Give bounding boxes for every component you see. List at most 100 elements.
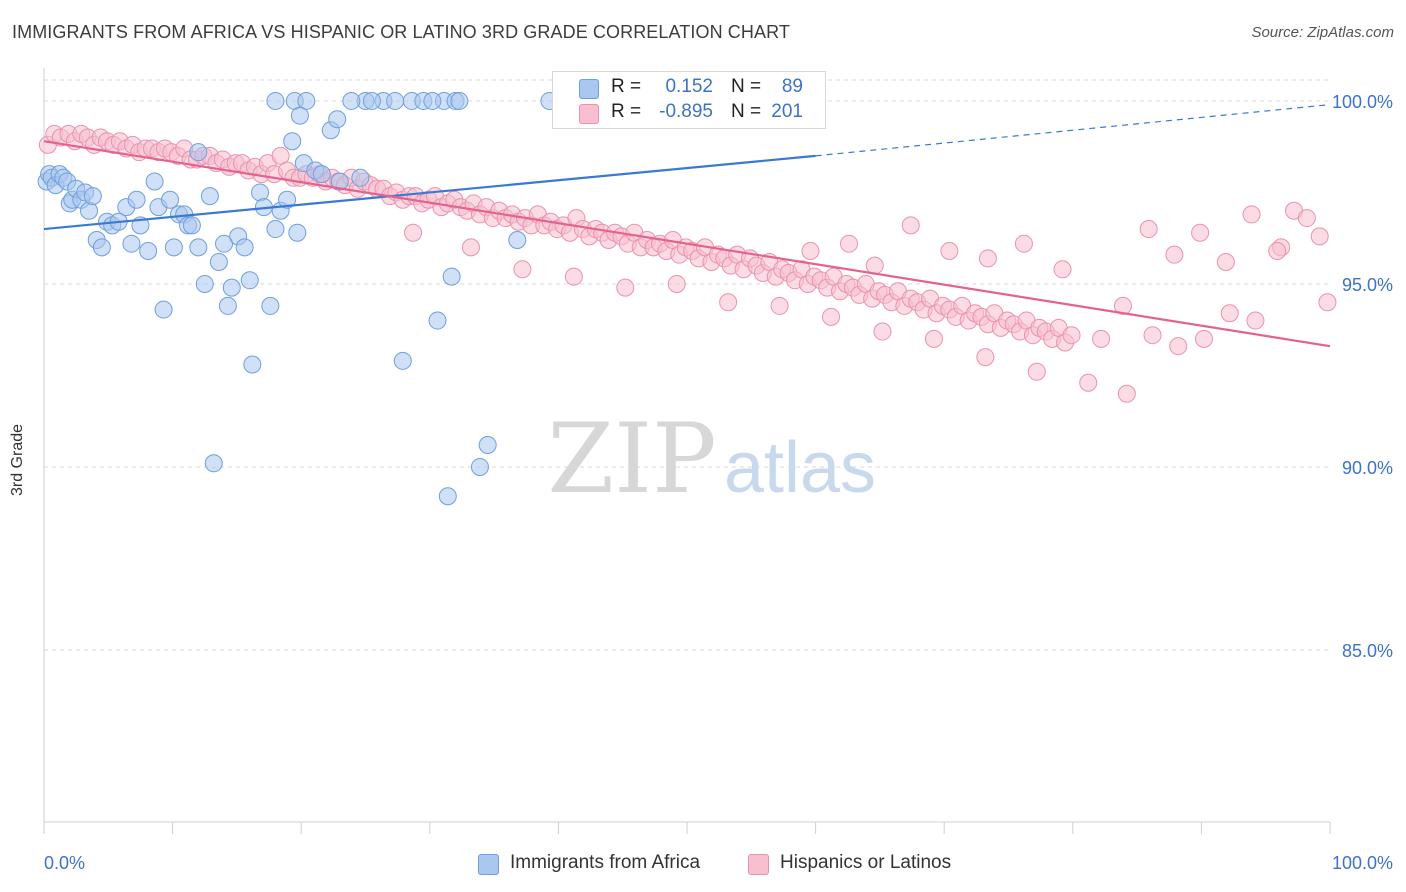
data-point-africa [139, 242, 158, 261]
data-point-africa [478, 436, 497, 454]
data-point-hispanics [940, 242, 959, 261]
data-point-hispanics [719, 293, 738, 312]
trend-line-africa-extension [815, 104, 1331, 157]
x-tick-label: 0.0% [44, 853, 85, 873]
legend-n-label: N = [731, 101, 762, 122]
trend-lines [43, 104, 1331, 348]
data-point-hispanics [1139, 220, 1158, 239]
data-point-hispanics [840, 234, 859, 253]
chart-title: IMMIGRANTS FROM AFRICA VS HISPANIC OR LA… [12, 22, 790, 42]
data-point-africa [266, 220, 285, 239]
data-point-hispanics [1027, 362, 1046, 381]
data-point-hispanics [1268, 242, 1287, 261]
data-point-africa [362, 91, 381, 110]
data-point-africa [243, 355, 262, 374]
trend-line-africa [43, 154, 816, 231]
data-point-africa [470, 457, 489, 476]
data-point-africa [312, 165, 331, 184]
data-point-africa [218, 296, 237, 315]
data-point-hispanics [978, 249, 997, 268]
data-point-hispanics [1216, 252, 1235, 271]
axes [43, 68, 1331, 834]
legend-n-label: N = [731, 76, 762, 97]
data-point-hispanics [901, 216, 920, 235]
data-point-africa [235, 238, 254, 257]
data-point-hispanics [1014, 234, 1033, 253]
data-point-hispanics [564, 267, 583, 286]
x-tick-label: 100.0% [1332, 853, 1393, 873]
data-point-africa [266, 91, 285, 110]
data-point-hispanics [616, 278, 635, 297]
data-point-africa [438, 487, 457, 506]
data-point-hispanics [1062, 326, 1081, 345]
data-point-africa [508, 231, 527, 250]
data-point-hispanics [1169, 337, 1188, 356]
trend-line-hispanics [43, 140, 1331, 348]
data-point-africa [209, 252, 228, 271]
watermark-zip: ZIP [547, 403, 716, 515]
data-point-hispanics [667, 274, 686, 293]
data-point-africa [283, 132, 302, 151]
legend-r-value-hispanics: -0.895 [659, 101, 713, 122]
legend-r-value-africa: 0.152 [665, 76, 713, 97]
data-point-africa [428, 311, 447, 330]
data-point-hispanics [1318, 293, 1337, 312]
source-label: Source: ZipAtlas.com [1251, 24, 1394, 41]
data-point-africa [393, 351, 412, 370]
data-point-africa [127, 190, 146, 209]
y-tick-label: 90.0% [1342, 458, 1393, 478]
data-point-africa [92, 238, 111, 257]
data-point-africa [261, 296, 280, 315]
data-point-hispanics [1246, 311, 1265, 330]
data-point-hispanics [1165, 245, 1184, 264]
data-point-africa [182, 216, 201, 235]
watermark: ZIP atlas [547, 403, 876, 515]
legend-swatch-africa [478, 854, 499, 875]
data-point-africa [195, 274, 214, 293]
data-point-africa [189, 143, 208, 162]
legend-swatch-hispanics [748, 854, 769, 875]
data-point-africa [161, 190, 180, 209]
legend-label-africa: Immigrants from Africa [510, 852, 701, 873]
data-point-africa [442, 267, 461, 286]
data-point-africa [240, 271, 259, 290]
data-point-africa [164, 238, 183, 257]
data-point-hispanics [1220, 304, 1239, 323]
data-point-hispanics [404, 223, 423, 242]
data-point-hispanics [1117, 384, 1136, 403]
data-point-africa [386, 91, 405, 110]
data-point-africa [450, 91, 469, 110]
data-point-hispanics [1297, 209, 1316, 228]
legend-n-value-africa: 89 [781, 76, 803, 97]
y-tick-label: 95.0% [1342, 275, 1393, 295]
data-point-hispanics [873, 322, 892, 341]
data-point-africa [145, 172, 164, 191]
data-point-africa [200, 187, 219, 206]
legend-row-hispanics: R = -0.895 N = 201 [553, 101, 825, 125]
y-tick-label: 100.0% [1332, 92, 1393, 112]
legend-swatch-hispanics [579, 104, 599, 124]
data-point-hispanics [461, 238, 480, 257]
data-point-hispanics [1191, 223, 1210, 242]
data-point-hispanics [1092, 329, 1111, 348]
data-point-africa [122, 234, 141, 253]
legend-row-africa: R = 0.152 N = 89 [553, 76, 825, 100]
data-point-africa [189, 238, 208, 257]
data-point-africa [351, 168, 370, 187]
data-point-hispanics [976, 348, 995, 367]
data-point-africa [222, 278, 241, 297]
data-point-hispanics [770, 296, 789, 315]
data-point-africa [423, 91, 442, 110]
data-point-hispanics [822, 307, 841, 326]
data-point-hispanics [1194, 329, 1213, 348]
data-point-hispanics [513, 260, 532, 279]
data-point-hispanics [1242, 205, 1261, 224]
data-point-africa [204, 454, 223, 473]
data-point-africa [328, 110, 347, 129]
legend-n-value-hispanics: 201 [771, 101, 803, 122]
data-point-africa [83, 187, 102, 206]
data-point-africa [278, 190, 297, 209]
legend-r-label: R = [611, 101, 642, 122]
series-legend: Immigrants from Africa Hispanics or Lati… [0, 852, 1406, 878]
